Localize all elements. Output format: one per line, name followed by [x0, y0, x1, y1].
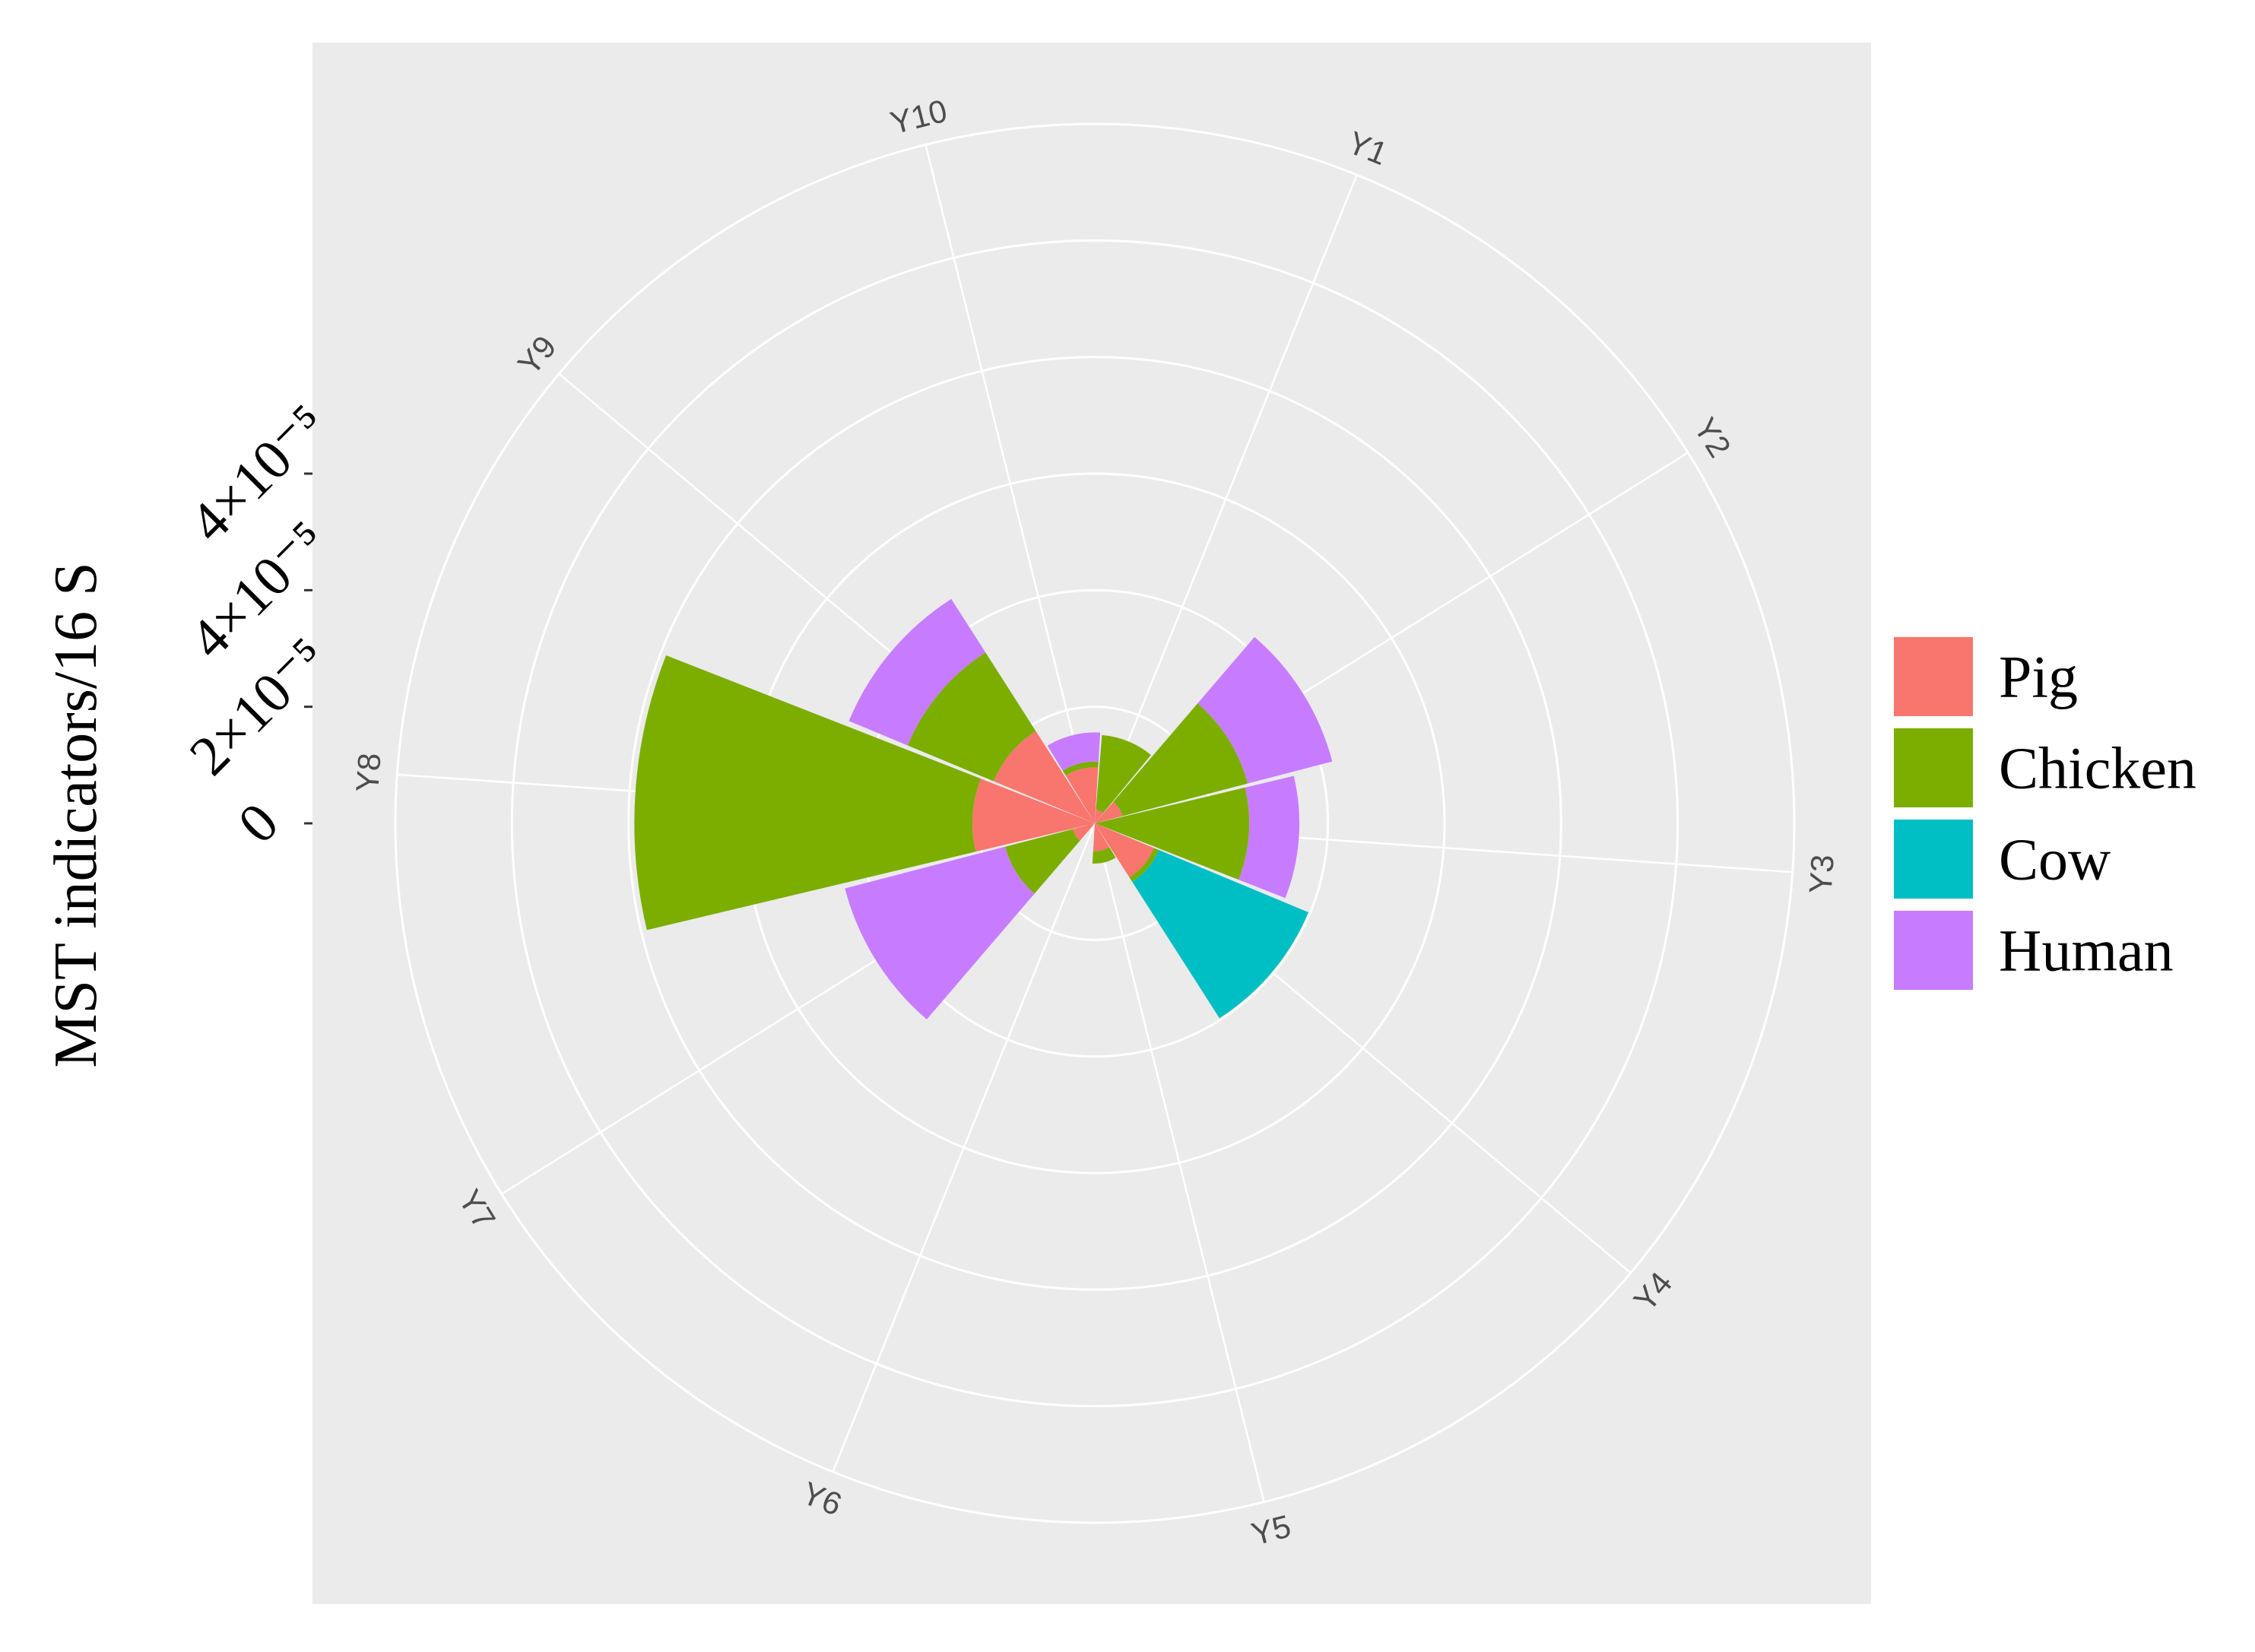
- grid-spoke: [1093, 174, 1358, 824]
- bar-y9-pig: [993, 731, 1095, 823]
- bar-y8-pig: [972, 778, 1095, 852]
- bar-y7-human: [845, 846, 1035, 1019]
- bar-y5-chicken: [1092, 847, 1116, 864]
- bar-segments: [634, 598, 1333, 1019]
- grid-spoke: [832, 823, 1096, 1473]
- bar-y7-pig: [1073, 823, 1095, 841]
- bar-y8-chicken: [634, 655, 982, 931]
- legend-swatch-chicken: [1894, 728, 1973, 807]
- category-label-y3: Y3: [1802, 854, 1840, 896]
- legend-swatch-human: [1894, 911, 1973, 990]
- y-axis-title: MST indicators/16 S: [43, 562, 109, 1067]
- y-tick-label: 0: [227, 791, 290, 855]
- bar-y9-human: [848, 598, 986, 746]
- legend-label-pig: Pig: [1999, 644, 2078, 710]
- grid-spoke: [925, 144, 1096, 824]
- grid-circle: [510, 239, 1679, 1408]
- bar-y7-chicken: [1005, 829, 1080, 894]
- bar-y4-cow: [1132, 850, 1308, 1019]
- bar-y2-pig: [1095, 801, 1123, 823]
- bar-y3-human: [1239, 775, 1300, 899]
- category-label-y8: Y8: [349, 752, 387, 794]
- bar-y4-pig: [1095, 823, 1154, 878]
- bar-y4-chicken: [1129, 848, 1159, 882]
- bar-y10-chicken: [1062, 761, 1099, 776]
- bar-y5-pig: [1093, 823, 1110, 851]
- legend-label-chicken: Chicken: [1999, 735, 2196, 801]
- bar-y9-chicken: [907, 652, 1036, 782]
- legend-label-human: Human: [1999, 918, 2174, 984]
- bar-y10-pig: [1065, 767, 1099, 823]
- legend-label-cow: Cow: [1999, 826, 2111, 893]
- bar-y1-pig: [1095, 810, 1104, 823]
- bar-y3-chicken: [1095, 787, 1250, 880]
- polar-grid: [394, 122, 1796, 1524]
- bar-y10-human: [1047, 732, 1101, 771]
- bar-y2-human: [1197, 636, 1333, 784]
- grid-circle: [627, 356, 1562, 1291]
- legend-swatch-pig: [1894, 637, 1973, 716]
- legend: Pig Chicken Cow Human: [1894, 637, 2196, 990]
- bar-y1-chicken: [1096, 734, 1151, 813]
- grid-spoke: [1093, 823, 1265, 1502]
- legend-swatch-cow: [1894, 820, 1973, 899]
- grid-circle: [394, 122, 1796, 1524]
- bar-y2-chicken: [1113, 703, 1248, 816]
